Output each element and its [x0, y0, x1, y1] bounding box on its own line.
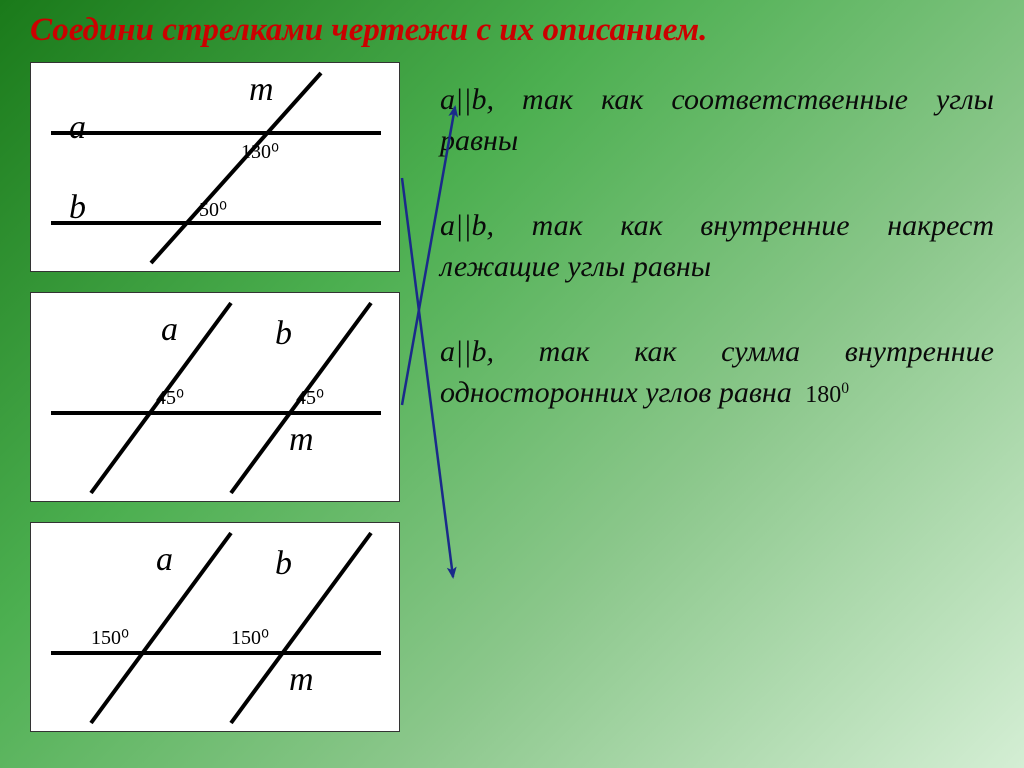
angle-150-1: 150⁰ — [91, 625, 129, 650]
desc-value: 180 — [805, 382, 841, 408]
label-b: b — [275, 315, 292, 353]
desc-text: так как сумма внутренние односторонних у… — [440, 335, 994, 409]
description-2: a||b, так как внутренние накрест лежащие… — [440, 206, 994, 287]
desc-sup: 0 — [841, 380, 849, 397]
descriptions-column: a||b, так как соответственные углы равны… — [440, 80, 994, 413]
label-m: m — [249, 71, 274, 109]
label-b: b — [275, 545, 292, 583]
desc-prefix: a||b, — [440, 335, 494, 368]
label-b: b — [69, 189, 86, 227]
description-1: a||b, так как соответственные углы равны — [440, 80, 994, 161]
label-a: a — [161, 311, 178, 349]
desc-prefix: a||b, — [440, 209, 494, 242]
diagram-3: a b m 150⁰ 150⁰ — [30, 522, 400, 732]
angle-130: 130⁰ — [241, 139, 279, 164]
desc-prefix: a||b, — [440, 83, 494, 116]
description-3: a||b, так как сумма внутренние односторо… — [440, 332, 994, 413]
page-title: Соедини стрелками чертежи с их описанием… — [30, 12, 994, 49]
angle-45-2: 45⁰ — [296, 385, 324, 410]
angle-150-2: 150⁰ — [231, 625, 269, 650]
desc-text: так как внутренние накрест лежащие углы … — [440, 209, 994, 283]
label-m: m — [289, 421, 314, 459]
label-m: m — [289, 661, 314, 699]
diagram-2: a b m 45⁰ 45⁰ — [30, 292, 400, 502]
label-a: a — [156, 541, 173, 579]
diagrams-column: a b m 130⁰ 50⁰ a b m 45⁰ 45⁰ a b m 150⁰ … — [30, 62, 400, 752]
label-a: a — [69, 109, 86, 147]
desc-text: так как соответственные углы равны — [440, 83, 994, 157]
angle-45-1: 45⁰ — [156, 385, 184, 410]
angle-50: 50⁰ — [199, 197, 227, 222]
diagram-1: a b m 130⁰ 50⁰ — [30, 62, 400, 272]
